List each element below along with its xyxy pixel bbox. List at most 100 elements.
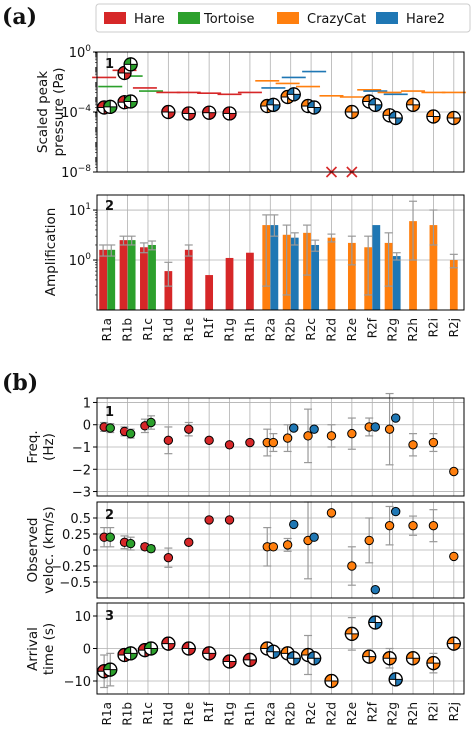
point-R2c (307, 651, 322, 666)
point-R1c-wedge-b (124, 95, 131, 102)
point-R1d-wedge-a (168, 112, 175, 119)
point-R2c (303, 431, 313, 441)
point-R1a-wedge-a (110, 106, 117, 114)
bar-R1b (127, 240, 136, 310)
point-R2d (326, 508, 337, 518)
y-tick-label: 0 (83, 419, 91, 434)
y-tick-label: 10−4 (61, 104, 91, 121)
point-R2i-wedge-a (433, 663, 440, 670)
point-R1a-ring (103, 662, 118, 677)
point-R1d (163, 435, 174, 446)
point-R1b-wedge-b (124, 57, 131, 65)
axes-frame (96, 51, 465, 173)
legend-label-crazycat: CrazyCat (307, 12, 366, 27)
x-tick-label: R1h (243, 702, 257, 726)
x-tick-label: R1c (141, 702, 155, 725)
point-R2f-ring (362, 649, 377, 664)
x-tick-label: R2d (324, 318, 338, 342)
point-R2j-ring (446, 636, 461, 651)
x-tick-label: R1h (243, 318, 257, 342)
y-tick-label: 0 (83, 643, 91, 658)
point-R2f (368, 97, 383, 112)
x-tick-label: R1e (182, 318, 196, 341)
point-R1g-ring (222, 106, 237, 121)
y-axis-label-line-2: pressure (Pa) (51, 68, 67, 157)
point-R1e (181, 641, 196, 656)
point-R2g (388, 110, 403, 126)
point-R2h-wedge-a (413, 104, 420, 112)
point-R1c (146, 544, 156, 554)
point-R1d-ring (161, 636, 176, 651)
x-tick-label: R2c (304, 702, 318, 725)
point-R2e-wedge-a (351, 112, 359, 119)
axes-frame (96, 194, 465, 311)
y-tick-label: 0.5 (70, 512, 91, 527)
bar-R2b (290, 237, 299, 310)
point-R2c-wedge-a (314, 658, 321, 665)
point-R1e-wedge-a (188, 648, 196, 655)
point-R2f-wedge-b (368, 616, 376, 623)
point-R1g (222, 106, 237, 121)
point-R1b (125, 538, 136, 549)
bar-R2j (449, 260, 458, 310)
point-R2a-ring (266, 97, 281, 112)
point-R1b-wedge-a (130, 64, 138, 71)
y-axis-label: Observedveloc. (km/s) (25, 506, 57, 593)
point-R1h-wedge-b (243, 653, 250, 660)
y-tick-label: 101 (69, 202, 91, 219)
point-R2j (449, 466, 459, 477)
point-R2b (282, 433, 293, 443)
panel-number: 1 (105, 405, 114, 420)
point-R1c-wedge-b (144, 642, 152, 649)
point-R1g (224, 440, 235, 450)
point-R2h (405, 651, 421, 666)
point-R2g (390, 506, 401, 517)
point-R1a-ring (103, 99, 118, 114)
x-tick-label: R1b (121, 702, 135, 726)
y-tick-label-exp: 0 (85, 252, 91, 262)
x-tick-label: R1a (100, 318, 114, 341)
point-R1a (103, 99, 118, 114)
point-R2a (268, 542, 279, 552)
point-R1h-wedge-a (249, 659, 257, 667)
point-R1c-ring (143, 641, 159, 656)
x-tick-label: R1f (202, 701, 216, 722)
point-R2f-ring (368, 615, 383, 630)
point-R2g-wedge-b (383, 108, 390, 116)
point-R2a-wedge-a (273, 104, 280, 112)
point-R2b (289, 519, 299, 530)
point-R2b-wedge-b (281, 90, 288, 97)
y-axis-label: Arrivaltime (s) (25, 623, 57, 675)
point-R2e (344, 104, 359, 120)
x-tick-label: R1d (161, 702, 175, 726)
y-tick-label-exp: −4 (78, 104, 92, 114)
axes-frame (96, 602, 465, 695)
y-tick-label: 0 (83, 544, 91, 559)
point-R2b-wedge-b (281, 646, 288, 654)
y-axis-label: Freq.(Hz) (25, 430, 57, 463)
point-R2g-ring (388, 110, 403, 126)
point-R2b-ring (286, 87, 301, 102)
panel-label-a: (a) (2, 4, 37, 30)
x-tick-label: R2f (365, 317, 379, 338)
x-tick-label: R2h (406, 318, 420, 342)
point-R2h-wedge-b (406, 651, 414, 659)
y-axis-label: Scaled peakpressure (Pa) (35, 68, 67, 157)
x-tick-label: R1c (141, 318, 155, 341)
chart-panel-4: 0.50.250−0.25−0.5 2 Observedveloc. (km/s) (25, 501, 465, 599)
chart-panel-5: 10 0 −10 3 Arrivaltime (s) (25, 602, 465, 695)
x-tick-label: R2i (426, 318, 440, 337)
point-R1g-wedge-b (223, 655, 230, 662)
y-tick-label: 100 (69, 44, 92, 61)
point-R1b-wedge-b (118, 66, 125, 73)
point-R1d (161, 104, 176, 120)
x-tick-labels-2: R1a R1b R1c R1d R1e R1f R1g R1h R2a R2b R2c R2d R2e R… (100, 701, 461, 725)
y-axis-label-line-2: time (s) (41, 623, 57, 675)
point-R2g-wedge-a (389, 658, 397, 665)
y-tick-label: −10 (64, 675, 91, 690)
point-R2c-wedge-b (307, 651, 315, 659)
bar-R1h (246, 252, 254, 310)
point-R1a-wedge-b (103, 663, 111, 670)
